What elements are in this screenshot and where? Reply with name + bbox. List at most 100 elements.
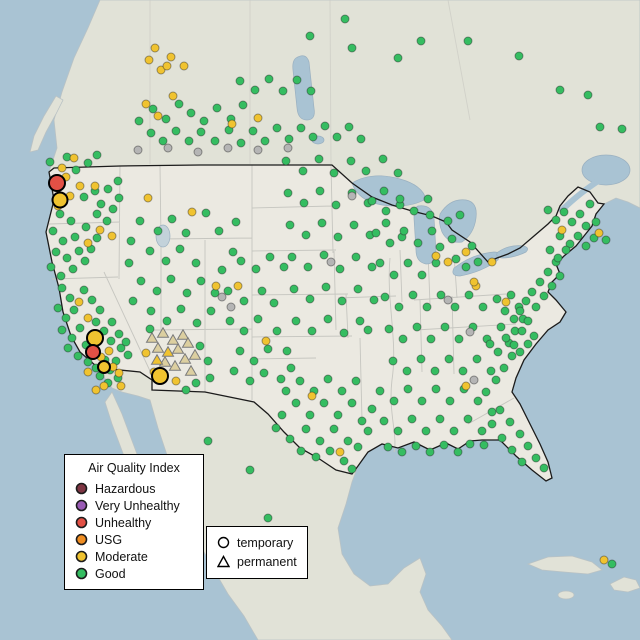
station-marker[interactable]: [253, 145, 263, 155]
station-marker[interactable]: [527, 287, 537, 297]
station-marker[interactable]: [361, 166, 371, 176]
station-marker[interactable]: [217, 265, 227, 275]
station-marker[interactable]: [75, 181, 85, 191]
station-marker[interactable]: [261, 336, 271, 346]
station-marker[interactable]: [181, 336, 195, 348]
station-marker[interactable]: [104, 346, 114, 356]
station-marker[interactable]: [383, 442, 393, 452]
station-marker[interactable]: [355, 316, 365, 326]
station-marker[interactable]: [92, 233, 102, 243]
station-marker[interactable]: [384, 324, 394, 334]
station-marker[interactable]: [223, 143, 233, 153]
station-marker[interactable]: [337, 296, 347, 306]
station-marker[interactable]: [148, 104, 158, 114]
station-marker[interactable]: [367, 196, 377, 206]
station-marker[interactable]: [379, 186, 389, 196]
station-marker[interactable]: [320, 121, 330, 131]
station-marker[interactable]: [423, 194, 433, 204]
station-marker[interactable]: [347, 464, 357, 474]
station-marker[interactable]: [284, 134, 294, 144]
station-marker[interactable]: [463, 414, 473, 424]
station-marker[interactable]: [57, 325, 67, 335]
station-marker[interactable]: [166, 274, 176, 284]
station-marker[interactable]: [367, 262, 377, 272]
station-marker[interactable]: [551, 215, 561, 225]
station-marker[interactable]: [69, 305, 79, 315]
station-marker[interactable]: [151, 341, 165, 353]
station-marker[interactable]: [141, 348, 151, 358]
station-marker[interactable]: [265, 252, 275, 262]
station-marker[interactable]: [192, 318, 202, 328]
station-marker[interactable]: [296, 123, 306, 133]
station-marker[interactable]: [210, 136, 220, 146]
station-marker[interactable]: [285, 220, 295, 230]
station-marker[interactable]: [531, 302, 541, 312]
station-marker[interactable]: [286, 363, 296, 373]
station-marker[interactable]: [233, 281, 243, 291]
station-marker[interactable]: [162, 316, 172, 326]
station-marker[interactable]: [278, 86, 288, 96]
station-marker[interactable]: [124, 258, 134, 268]
station-marker[interactable]: [506, 290, 516, 300]
station-marker[interactable]: [83, 158, 93, 168]
station-marker[interactable]: [417, 396, 427, 406]
station-marker[interactable]: [315, 436, 325, 446]
station-marker[interactable]: [146, 306, 156, 316]
station-marker[interactable]: [607, 559, 617, 569]
station-marker[interactable]: [67, 333, 77, 343]
station-marker[interactable]: [356, 134, 366, 144]
station-marker[interactable]: [413, 238, 423, 248]
station-marker[interactable]: [260, 136, 270, 146]
station-marker[interactable]: [514, 51, 524, 61]
station-marker[interactable]: [453, 447, 463, 457]
station-marker[interactable]: [450, 302, 460, 312]
station-marker[interactable]: [184, 364, 198, 376]
station-marker[interactable]: [235, 346, 245, 356]
station-marker[interactable]: [458, 366, 468, 376]
station-marker[interactable]: [416, 36, 426, 46]
station-marker[interactable]: [151, 367, 169, 385]
station-marker[interactable]: [182, 288, 192, 298]
station-marker[interactable]: [599, 555, 609, 565]
station-marker[interactable]: [319, 398, 329, 408]
station-marker[interactable]: [91, 317, 101, 327]
station-marker[interactable]: [545, 245, 555, 255]
station-marker[interactable]: [507, 445, 517, 455]
station-marker[interactable]: [535, 277, 545, 287]
station-marker[interactable]: [335, 447, 345, 457]
station-marker[interactable]: [323, 374, 333, 384]
station-marker[interactable]: [464, 290, 474, 300]
station-marker[interactable]: [305, 294, 315, 304]
station-marker[interactable]: [178, 352, 192, 364]
station-marker[interactable]: [171, 376, 181, 386]
station-marker[interactable]: [469, 277, 479, 287]
station-marker[interactable]: [68, 264, 78, 274]
station-marker[interactable]: [435, 242, 445, 252]
station-marker[interactable]: [153, 111, 163, 121]
station-marker[interactable]: [473, 257, 483, 267]
station-marker[interactable]: [347, 43, 357, 53]
station-marker[interactable]: [250, 85, 260, 95]
station-marker[interactable]: [343, 436, 353, 446]
station-marker[interactable]: [301, 230, 311, 240]
station-marker[interactable]: [107, 317, 117, 327]
station-marker[interactable]: [367, 404, 377, 414]
station-marker[interactable]: [168, 91, 178, 101]
station-marker[interactable]: [108, 204, 118, 214]
station-marker[interactable]: [617, 124, 627, 134]
station-marker[interactable]: [228, 247, 238, 257]
station-marker[interactable]: [307, 326, 317, 336]
station-marker[interactable]: [113, 176, 123, 186]
station-marker[interactable]: [62, 253, 72, 263]
station-marker[interactable]: [407, 414, 417, 424]
station-marker[interactable]: [375, 386, 385, 396]
station-marker[interactable]: [226, 302, 236, 312]
station-marker[interactable]: [398, 334, 408, 344]
station-marker[interactable]: [346, 156, 356, 166]
station-marker[interactable]: [99, 381, 109, 391]
station-marker[interactable]: [335, 264, 345, 274]
station-marker[interactable]: [238, 100, 248, 110]
station-marker[interactable]: [509, 314, 519, 324]
station-marker[interactable]: [469, 375, 479, 385]
station-marker[interactable]: [319, 250, 329, 260]
